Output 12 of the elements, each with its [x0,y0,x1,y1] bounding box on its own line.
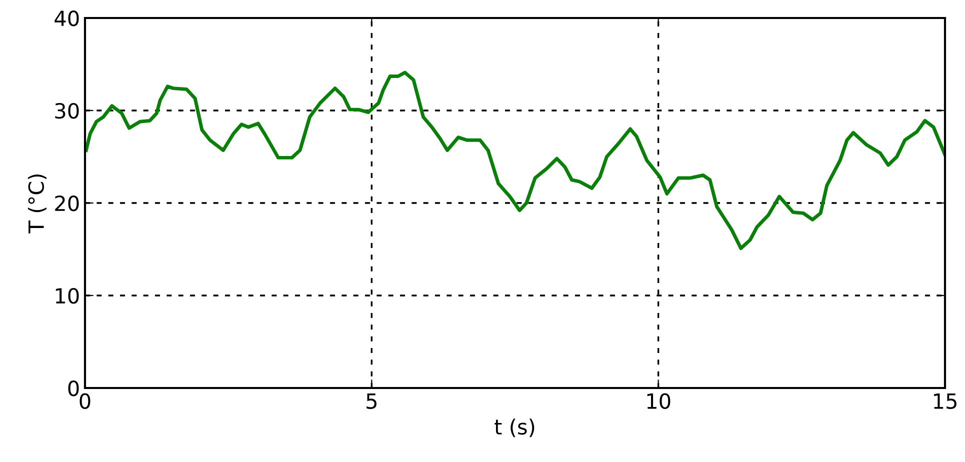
y-tick-label: 30 [55,102,79,119]
x-tick-label: 10 [647,393,670,409]
x-tick-label: 0 [80,393,90,409]
line-series [85,70,945,250]
y-axis-title: T (°C) [28,174,46,234]
x-tick-label: 5 [366,394,376,409]
x-axis-title: t (s) [494,418,534,438]
y-tick-label: 20 [55,195,79,212]
y-tick-label: 10 [56,288,79,304]
x-tick-label: 15 [934,394,956,409]
y-tick-label: 0 [68,380,79,396]
y-tick-label: 40 [54,10,79,26]
